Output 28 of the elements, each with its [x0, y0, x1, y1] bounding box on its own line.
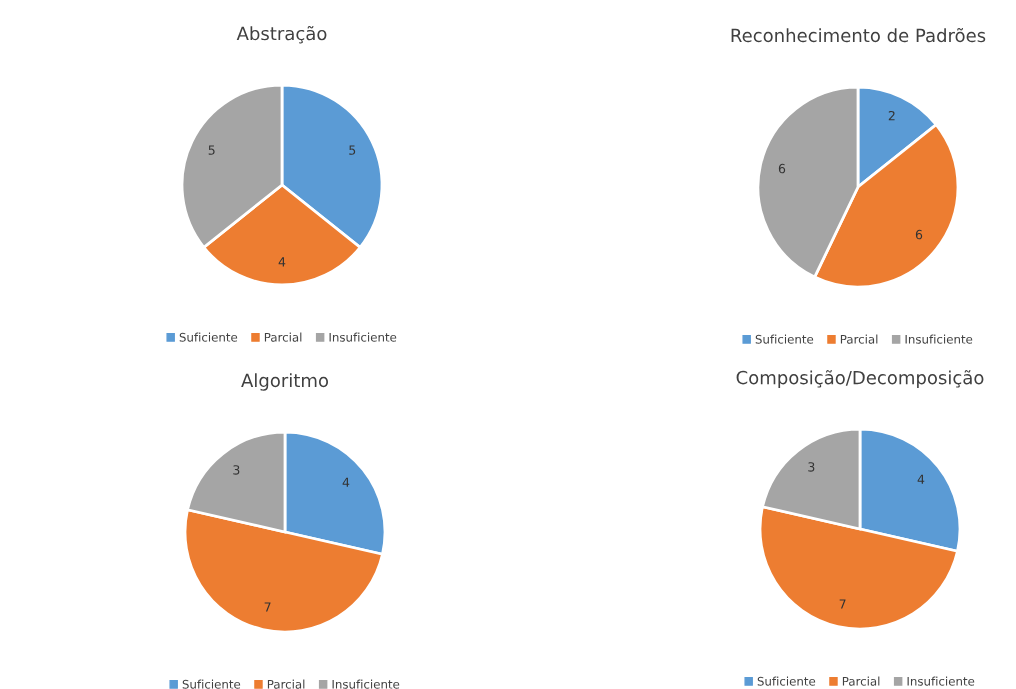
chart-title: Composição/Decomposição: [736, 370, 984, 388]
data-label: 4: [342, 477, 350, 487]
data-label: 3: [233, 465, 240, 475]
legend-label: Insuficiente: [332, 679, 400, 689]
data-label: 5: [349, 145, 356, 155]
legend-label: Parcial: [840, 334, 878, 344]
chart-title: Abstração: [236, 25, 327, 44]
data-label: 6: [915, 229, 923, 240]
data-label: 4: [917, 474, 925, 484]
data-label: 7: [839, 599, 846, 609]
data-label: 4: [278, 257, 286, 267]
legend-label: Suficiente: [179, 332, 238, 342]
legend-label: Suficiente: [182, 679, 241, 689]
legend-label: Insuficiente: [907, 676, 975, 686]
legend-label: Parcial: [264, 332, 302, 342]
chart-title: Reconhecimento de Padrões: [731, 27, 986, 43]
legend-label: Parcial: [267, 679, 305, 689]
legend-label: Insuficiente: [905, 334, 973, 344]
legend-label: Insuficiente: [329, 332, 397, 342]
chart-title: Algoritmo: [241, 373, 329, 391]
legend-label: Suficiente: [757, 676, 816, 686]
data-label: 5: [208, 145, 215, 155]
data-label: 6: [778, 163, 786, 174]
data-label: 7: [264, 602, 271, 612]
data-label: 3: [808, 462, 815, 472]
legend-label: Parcial: [842, 676, 880, 686]
data-label: 2: [888, 110, 895, 121]
legend-label: Suficiente: [755, 334, 814, 344]
